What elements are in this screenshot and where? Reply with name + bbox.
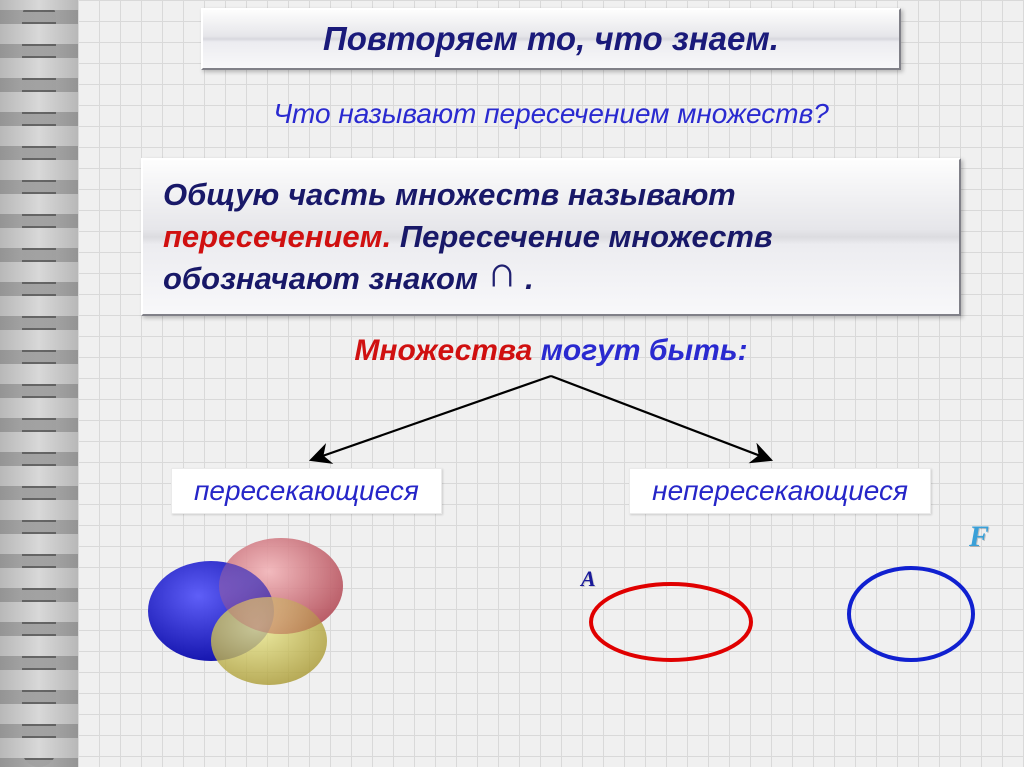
definition-panel: Общую часть множеств называют пересечени… — [141, 158, 961, 316]
definition-part1: Общую часть множеств называют — [163, 177, 736, 212]
slide-content: Повторяем то, что знаем. Что называют пе… — [78, 0, 1024, 767]
slide-page: Повторяем то, что знаем. Что называют пе… — [0, 0, 1024, 767]
question-text: Что называют пересечением множеств? — [78, 98, 1024, 130]
arrows-svg — [181, 368, 921, 468]
title-panel: Повторяем то, что знаем. — [201, 8, 901, 70]
label-intersecting: пересекающиеся — [171, 468, 442, 514]
ellipse-blue — [841, 562, 981, 667]
subheading-word1: Множества — [354, 334, 540, 367]
ellipse-red — [581, 577, 761, 667]
arrows-diagram — [181, 368, 921, 468]
definition-period: . — [525, 261, 534, 296]
label-nonintersecting: непересекающиеся — [629, 468, 931, 514]
intersection-symbol-icon — [487, 261, 517, 291]
title-text: Повторяем то, что знаем. — [233, 20, 869, 58]
subheading: Множества могут быть: — [78, 334, 1024, 368]
labels-row: пересекающиеся непересекающиеся — [171, 468, 931, 514]
venn-diagram — [141, 526, 371, 696]
set-label-f: F — [969, 520, 989, 554]
spiral-binding — [0, 0, 78, 767]
subheading-word2: могут быть: — [541, 334, 748, 367]
definition-highlight: пересечением. — [163, 219, 391, 254]
diagrams-row: А F — [101, 532, 1001, 692]
